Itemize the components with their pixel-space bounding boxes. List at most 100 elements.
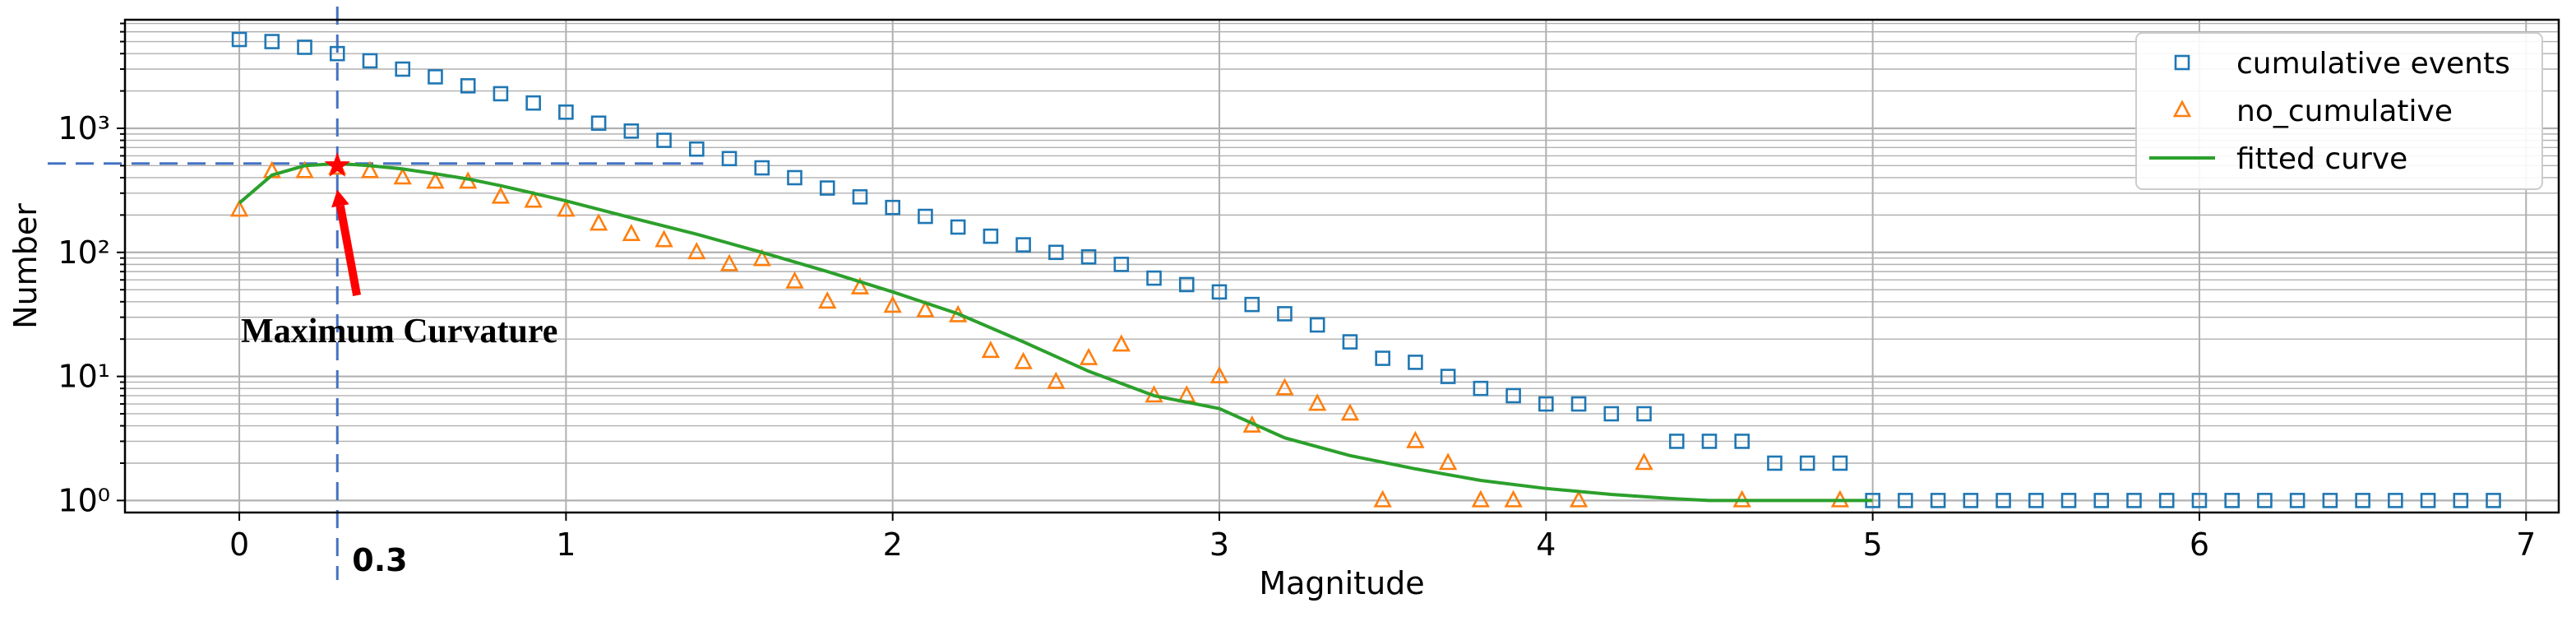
- cumulative-point: [2060, 493, 2077, 508]
- legend-label: fitted curve: [2236, 142, 2407, 176]
- series-fitted-curve: [238, 161, 1873, 503]
- cumulative-point: [1603, 406, 1620, 422]
- no-cumulative-point: [426, 171, 445, 189]
- cumulative-point: [590, 115, 607, 132]
- cumulative-point: [2486, 493, 2501, 508]
- cumulative-point: [885, 199, 900, 216]
- cumulative-point: [1668, 434, 1685, 449]
- cumulative-point: [1832, 455, 1848, 471]
- no-cumulative-point: [295, 160, 314, 179]
- cumulative-point: [787, 169, 802, 186]
- cumulative-point: [362, 53, 378, 69]
- no-cumulative-point: [818, 291, 837, 309]
- cumulative-point: [1734, 434, 1750, 449]
- cumulative-point: [2093, 493, 2110, 508]
- cumulative-point: [1505, 387, 1521, 404]
- no-cumulative-point: [1471, 489, 1491, 508]
- no-cumulative-point: [1112, 334, 1131, 352]
- legend-square-swatch: [2174, 54, 2190, 71]
- y-tick-label: 10²: [58, 234, 110, 271]
- legend-label: no_cumulative: [2236, 95, 2453, 128]
- cumulative-point: [264, 34, 280, 49]
- annotation-arrow-head: [331, 189, 349, 208]
- x-tick-label: 0: [229, 527, 249, 563]
- cumulative-point: [1178, 276, 1195, 293]
- no-cumulative-point: [1047, 371, 1066, 389]
- no-cumulative-point: [850, 276, 870, 295]
- no-cumulative-point: [752, 248, 771, 267]
- cumulative-point: [623, 123, 640, 139]
- no-cumulative-point: [916, 299, 935, 318]
- no-cumulative-point: [589, 213, 608, 231]
- no-cumulative-point: [1177, 385, 1196, 403]
- cumulative-point: [558, 104, 574, 120]
- no-cumulative-point: [491, 186, 511, 204]
- axes-layer: 0 1 2 3 4 5 6 7 10⁰ 10¹ 10² 10³: [58, 18, 2560, 563]
- cumulative-point: [2322, 493, 2338, 508]
- x-axis-label: Magnitude: [1259, 565, 1424, 601]
- cumulative-point: [2355, 493, 2370, 508]
- no-cumulative-point: [1079, 347, 1098, 365]
- no-cumulative-point: [1406, 430, 1425, 448]
- cumulative-point: [1963, 493, 1979, 508]
- no-cumulative-point: [229, 199, 249, 217]
- cumulative-point: [2453, 493, 2469, 508]
- cumulative-point: [689, 141, 705, 157]
- cumulative-point: [1996, 493, 2011, 508]
- series-no-cumulative: [229, 157, 1850, 508]
- cumulative-point: [460, 78, 476, 94]
- cumulative-point: [819, 180, 835, 196]
- cumulative-point: [1342, 334, 1358, 350]
- cumulative-point: [1799, 455, 1815, 471]
- cumulative-point: [1538, 396, 1554, 412]
- y-axis-label: Number: [7, 203, 44, 329]
- cumulative-point: [1570, 396, 1587, 412]
- cumulative-point: [2224, 493, 2240, 508]
- cumulative-point: [983, 228, 999, 244]
- cumulative-point: [1048, 244, 1064, 261]
- cumulative-point: [1767, 455, 1783, 471]
- cumulative-point: [329, 45, 345, 62]
- cumulative-point: [754, 160, 770, 176]
- x-tick-label: 5: [1863, 527, 1883, 563]
- cumulative-point: [1244, 296, 1260, 313]
- no-cumulative-point: [785, 271, 804, 289]
- cumulative-point: [2420, 493, 2436, 508]
- cumulative-point: [2158, 493, 2175, 508]
- cumulative-point: [1015, 237, 1031, 253]
- maximum-curvature-label: Maximum Curvature: [241, 313, 557, 350]
- cumulative-point: [297, 39, 312, 55]
- cumulative-point: [231, 31, 247, 48]
- no-cumulative-point: [360, 160, 380, 179]
- cumulative-point: [1701, 434, 1718, 449]
- cumulative-point: [656, 132, 672, 148]
- vline-value-label: 0.3: [352, 542, 407, 578]
- y-tick-label: 10³: [58, 110, 110, 146]
- cumulative-point: [2028, 493, 2044, 508]
- x-tick-label: 6: [2190, 527, 2209, 563]
- cumulative-point: [428, 69, 443, 85]
- cumulative-point: [2191, 493, 2208, 508]
- no-cumulative-point: [1504, 489, 1523, 508]
- cumulative-point: [2126, 493, 2142, 508]
- cumulative-point: [721, 151, 738, 167]
- cumulative-point: [1408, 355, 1423, 370]
- no-cumulative-point: [1569, 489, 1589, 508]
- no-cumulative-point: [1308, 393, 1327, 411]
- cumulative-point: [1473, 380, 1489, 397]
- cumulative-point: [1440, 369, 1456, 384]
- legend-box: [2135, 32, 2543, 190]
- cumulative-point: [2388, 493, 2403, 508]
- cumulative-point: [1080, 248, 1097, 265]
- no-cumulative-point: [687, 241, 706, 260]
- cumulative-point: [493, 86, 509, 102]
- cumulative-point: [2289, 493, 2305, 508]
- no-cumulative-point: [981, 341, 1001, 359]
- no-cumulative-point: [1275, 378, 1294, 396]
- max-curvature-star: [324, 151, 350, 177]
- x-tick-label: 7: [2516, 527, 2536, 563]
- series-cumulative-events: [231, 31, 2501, 508]
- cumulative-point: [1277, 306, 1293, 322]
